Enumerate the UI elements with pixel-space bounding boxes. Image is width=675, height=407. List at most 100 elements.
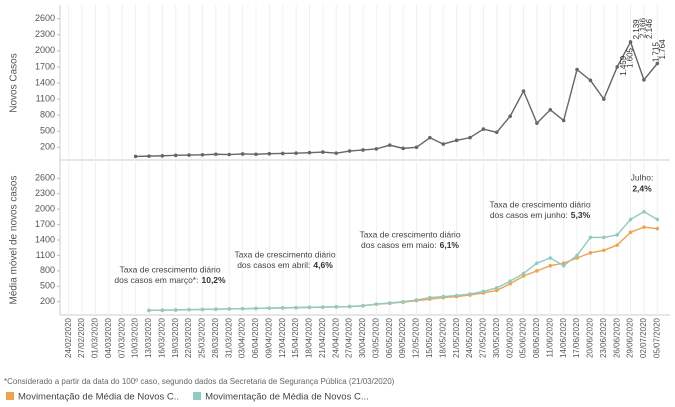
x-tick-label: 15/05/2020 <box>425 317 434 358</box>
y-tick-label: 1700 <box>35 219 55 229</box>
point <box>561 261 566 265</box>
point <box>267 306 272 310</box>
point <box>428 295 432 300</box>
y-tick-label: 800 <box>40 110 55 120</box>
note-line: Julho: <box>631 172 654 182</box>
y-tick-label: 500 <box>40 281 55 291</box>
note-line: dos casos em março*: 10,2% <box>114 275 226 285</box>
x-tick-label: 28/03/2020 <box>211 317 220 358</box>
point <box>494 288 499 293</box>
y-tick-label: 200 <box>40 142 55 152</box>
point <box>615 233 619 237</box>
point <box>401 299 405 304</box>
point <box>575 67 579 72</box>
y-tick-label: 800 <box>40 265 55 275</box>
y-tick-label: 1400 <box>35 234 55 244</box>
point <box>147 154 151 158</box>
point <box>227 307 232 311</box>
point <box>494 130 499 135</box>
point <box>508 279 512 283</box>
y-tick-label: 1100 <box>36 250 55 260</box>
x-tick-label: 18/04/2020 <box>305 317 314 358</box>
legend-label: Movimentação de Média de Novos C.. <box>18 392 179 403</box>
point <box>294 305 298 310</box>
y-axis-title: Novos Casos <box>9 53 20 112</box>
point <box>334 151 339 155</box>
y-tick-label: 2300 <box>35 29 55 39</box>
point <box>521 274 526 278</box>
point <box>508 114 512 119</box>
x-tick-label: 27/05/2020 <box>479 317 488 358</box>
point <box>494 286 499 290</box>
note-text: dos casos em junho: <box>490 210 568 220</box>
x-tick-label: 05/07/2020 <box>652 317 661 358</box>
point <box>307 305 312 310</box>
point <box>655 226 660 231</box>
note-line: dos casos em abril: 4,6% <box>237 260 333 270</box>
point <box>200 307 205 312</box>
x-tick-label: 24/04/2020 <box>331 317 340 358</box>
x-tick-label: 31/03/2020 <box>224 317 233 358</box>
data-label: 1.715 <box>652 42 661 63</box>
note-rate: 10,2% <box>201 275 226 285</box>
point <box>615 243 619 247</box>
point <box>347 149 352 153</box>
x-tick-label: 02/06/2020 <box>505 317 514 358</box>
point <box>361 148 365 152</box>
note-text: dos casos em março*: <box>114 275 198 285</box>
x-tick-label: 27/04/2020 <box>345 317 354 358</box>
x-tick-label: 17/06/2020 <box>572 317 581 358</box>
y-tick-label: 500 <box>40 126 55 136</box>
x-tick-label: 27/02/2020 <box>77 317 86 358</box>
point <box>602 248 606 253</box>
point <box>588 251 593 255</box>
point <box>642 209 646 214</box>
x-tick-label: 19/03/2020 <box>171 317 180 358</box>
point <box>307 150 312 155</box>
point <box>548 256 553 260</box>
point <box>454 293 459 298</box>
point <box>254 306 258 311</box>
y-tick-label: 1700 <box>35 61 55 71</box>
point <box>602 97 606 101</box>
point <box>481 289 486 294</box>
point <box>468 292 472 296</box>
y-tick-label: 200 <box>40 296 55 306</box>
note-rate: 2,4% <box>632 183 652 193</box>
data-label: 2.166 <box>639 17 648 38</box>
point <box>628 217 633 222</box>
point <box>575 256 579 260</box>
point <box>468 135 472 140</box>
note-rate: 5,3% <box>571 210 591 220</box>
x-tick-label: 18/05/2020 <box>438 317 447 358</box>
point <box>588 235 593 240</box>
x-tick-label: 30/05/2020 <box>492 317 501 358</box>
point <box>173 153 178 158</box>
point <box>441 142 446 146</box>
point <box>240 306 245 311</box>
point <box>535 269 539 273</box>
point <box>401 146 405 151</box>
point <box>387 301 392 305</box>
point <box>575 253 579 258</box>
note-line: Taxa de crescimento diário <box>119 264 220 274</box>
x-tick-label: 24/02/2020 <box>64 317 73 358</box>
data-label: 1.605 <box>626 47 635 68</box>
x-tick-label: 13/03/2020 <box>144 317 153 358</box>
point <box>214 307 218 311</box>
y-tick-label: 2000 <box>35 204 55 214</box>
legend-swatch <box>193 392 202 400</box>
point <box>321 150 325 154</box>
point <box>374 147 379 151</box>
note-text: dos casos em maio: <box>361 240 437 250</box>
point <box>414 145 419 150</box>
x-tick-label: 05/06/2020 <box>519 317 528 358</box>
point <box>347 304 352 309</box>
x-tick-label: 12/04/2020 <box>278 317 287 358</box>
point <box>628 230 633 235</box>
point <box>321 305 325 309</box>
data-label: 1.764 <box>658 39 667 60</box>
x-tick-label: 01/03/2020 <box>91 317 100 358</box>
point <box>521 271 526 276</box>
point <box>214 152 218 157</box>
